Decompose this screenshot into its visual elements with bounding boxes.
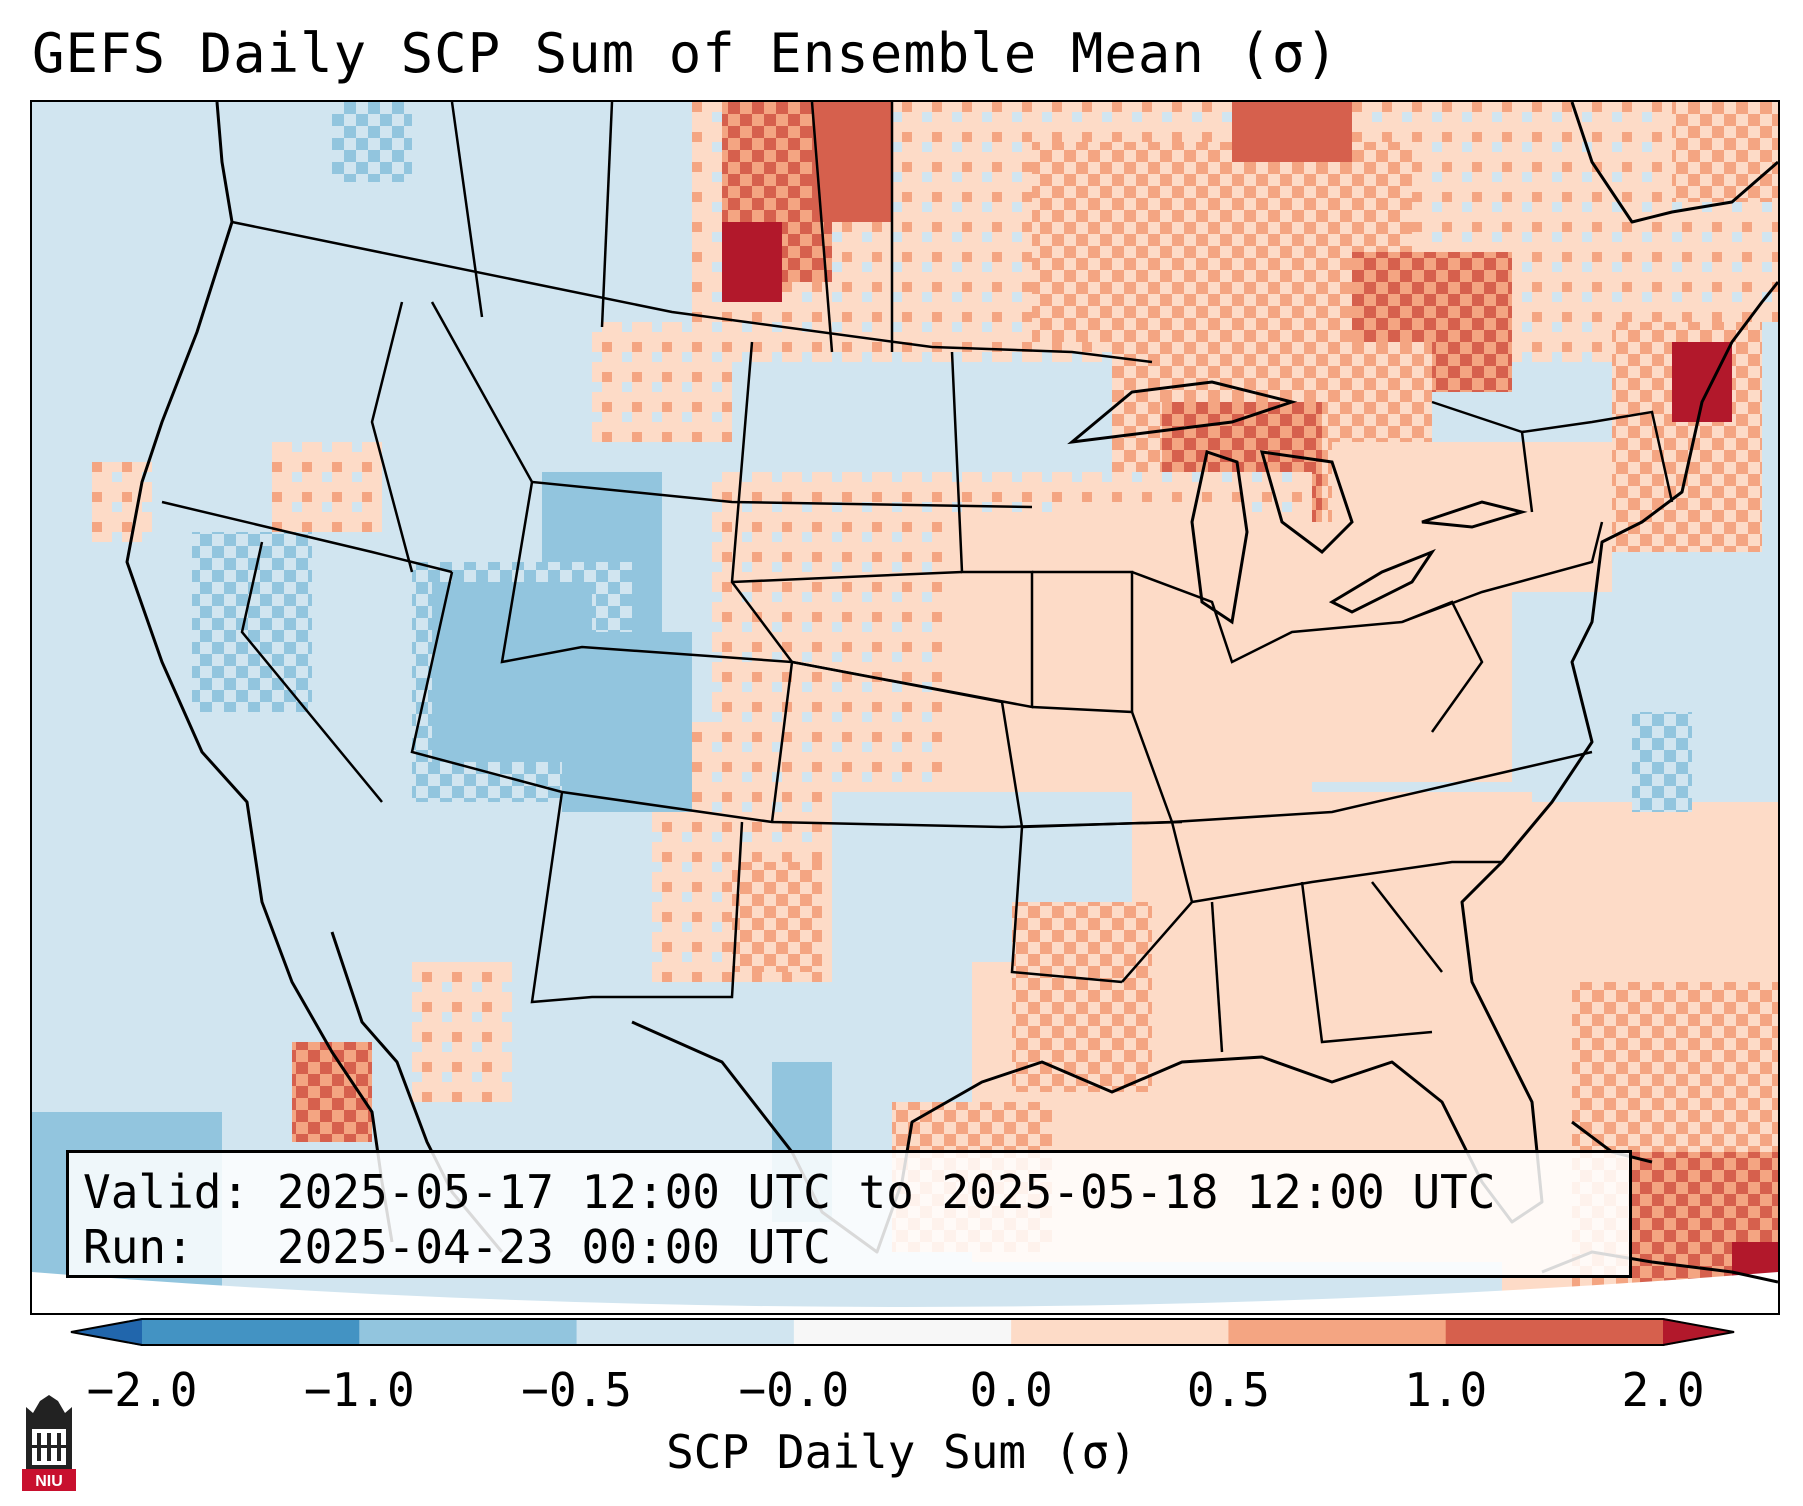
colorbar-extend-high	[1663, 1318, 1735, 1346]
valid-label: Valid:	[83, 1165, 250, 1219]
colorbar-bin	[1445, 1318, 1664, 1346]
negative-anomaly-field	[32, 102, 1692, 1292]
map-title: GEFS Daily SCP Sum of Ensemble Mean (σ)	[32, 22, 1339, 85]
colorbar-tick-label: 0.0	[969, 1363, 1053, 1417]
colorbar-extend-low	[70, 1318, 142, 1346]
colorbar-label: SCP Daily Sum (σ)	[666, 1425, 1137, 1479]
colorbar-tick-label: 2.0	[1621, 1363, 1705, 1417]
colorbar-bin	[1011, 1318, 1229, 1346]
colorbar-tick-label: −0.0	[738, 1363, 850, 1417]
colorbar-tick-label: −0.5	[521, 1363, 632, 1417]
map-panel	[30, 100, 1780, 1315]
run-time: 2025-04-23 00:00 UTC	[276, 1220, 831, 1274]
run-label: Run:	[83, 1220, 194, 1274]
positive-anomaly-field	[92, 102, 1778, 1312]
scp-anomaly-map	[32, 102, 1778, 1313]
outside-projection	[32, 1272, 1778, 1313]
logo-text: NIU	[35, 1473, 63, 1490]
valid-run-info-box: Valid: 2025-05-17 12:00 UTC to 2025-05-1…	[66, 1150, 1632, 1278]
colorbar-tick-label: −2.0	[86, 1363, 198, 1417]
great-lakes	[1067, 380, 1528, 625]
niu-logo: NIU	[22, 1395, 76, 1491]
colorbar-tick-label: 1.0	[1404, 1363, 1488, 1417]
valid-time-range: 2025-05-17 12:00 UTC to 2025-05-18 12:00…	[276, 1165, 1496, 1219]
political-boundaries	[161, 102, 1674, 1053]
colorbar-bin	[1228, 1318, 1447, 1346]
colorbar-bin	[142, 1318, 360, 1346]
colorbar-bin	[359, 1318, 578, 1346]
colorbar-tick-label: −1.0	[303, 1363, 415, 1417]
colorbar	[70, 1318, 1735, 1346]
colorbar-tick-label: 0.5	[1186, 1363, 1270, 1417]
colorbar-bin	[576, 1318, 795, 1346]
colorbar-bin	[793, 1318, 1012, 1346]
